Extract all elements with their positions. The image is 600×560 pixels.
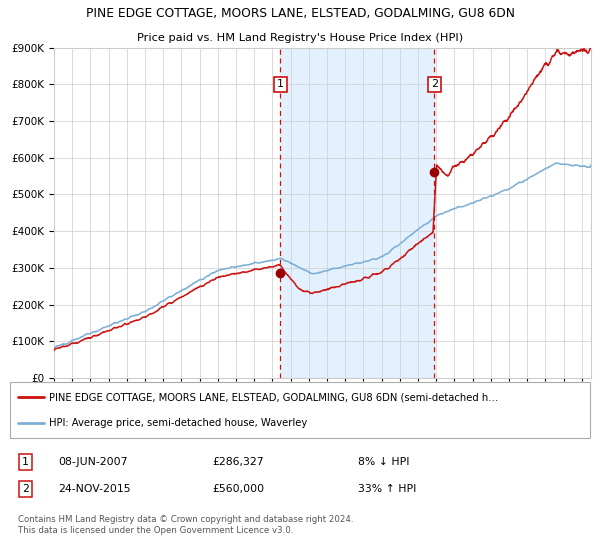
Text: 2: 2 [431, 80, 438, 89]
Text: PINE EDGE COTTAGE, MOORS LANE, ELSTEAD, GODALMING, GU8 6DN (semi-detached h…: PINE EDGE COTTAGE, MOORS LANE, ELSTEAD, … [49, 392, 498, 402]
Text: 2: 2 [22, 484, 29, 494]
Text: Price paid vs. HM Land Registry's House Price Index (HPI): Price paid vs. HM Land Registry's House … [137, 34, 463, 43]
Bar [280, 48, 434, 378]
Text: Contains HM Land Registry data © Crown copyright and database right 2024.
This d: Contains HM Land Registry data © Crown c… [18, 515, 353, 535]
Text: PINE EDGE COTTAGE, MOORS LANE, ELSTEAD, GODALMING, GU8 6DN: PINE EDGE COTTAGE, MOORS LANE, ELSTEAD, … [86, 7, 515, 20]
Text: 24-NOV-2015: 24-NOV-2015 [58, 484, 131, 494]
Text: 8% ↓ HPI: 8% ↓ HPI [358, 457, 410, 467]
Text: 33% ↑ HPI: 33% ↑ HPI [358, 484, 416, 494]
Text: £560,000: £560,000 [212, 484, 265, 494]
Text: 08-JUN-2007: 08-JUN-2007 [58, 457, 128, 467]
Text: £286,327: £286,327 [212, 457, 265, 467]
Text: 1: 1 [22, 457, 29, 467]
FancyBboxPatch shape [10, 382, 590, 438]
Text: HPI: Average price, semi-detached house, Waverley: HPI: Average price, semi-detached house,… [49, 418, 307, 428]
Text: 1: 1 [277, 80, 284, 89]
